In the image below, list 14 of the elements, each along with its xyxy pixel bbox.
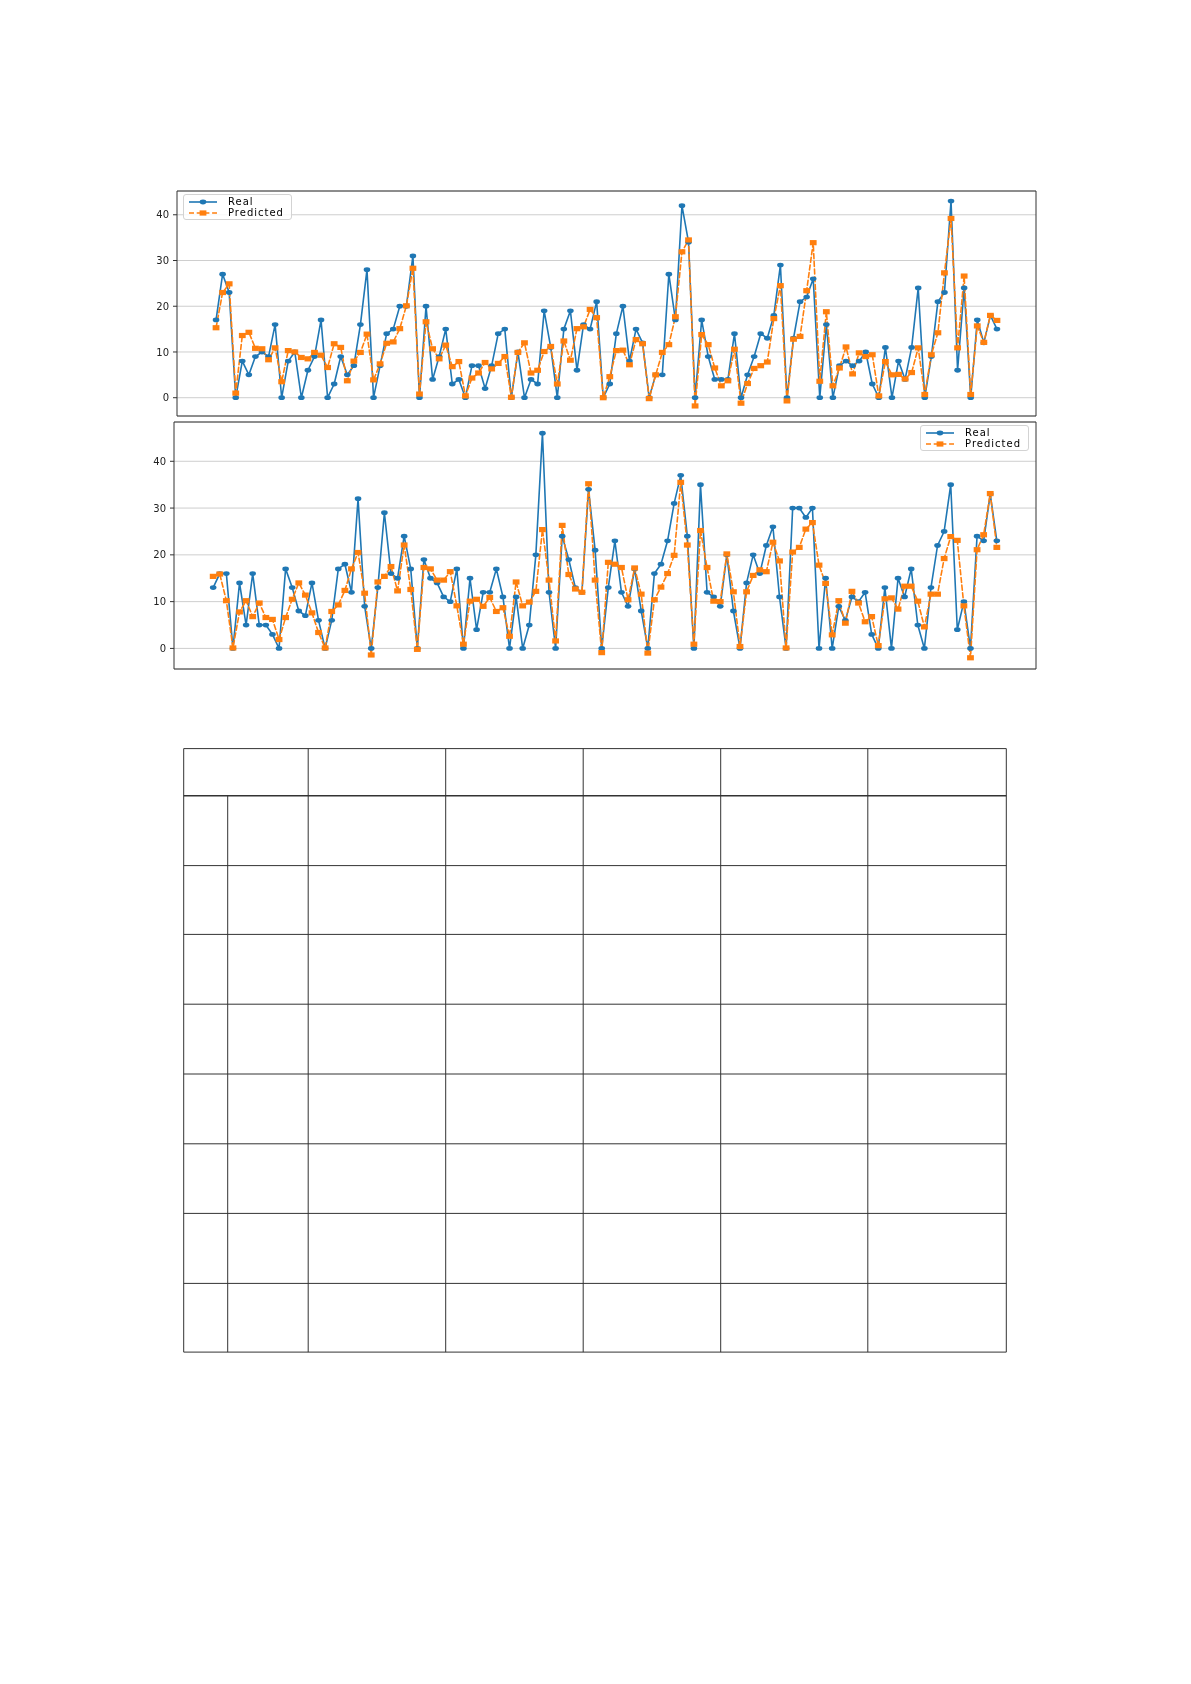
y-tick-label: 30 [156,255,169,267]
y-tick-label: 30 [153,502,166,514]
legend-label: Real [228,196,254,207]
y-tick-label: 10 [156,346,169,358]
y-tick-label: 0 [159,642,166,654]
legend-label: Predicted [228,207,284,218]
y-tick-label: 20 [153,549,166,561]
y-tick-label: 0 [162,392,169,404]
legend-label: Real [965,427,991,438]
y-tick-label: 20 [156,300,169,312]
y-tick-label: 40 [156,209,169,221]
legend-label: Predicted [965,438,1021,449]
y-tick-label: 40 [153,455,166,467]
y-tick-label: 10 [153,596,166,608]
